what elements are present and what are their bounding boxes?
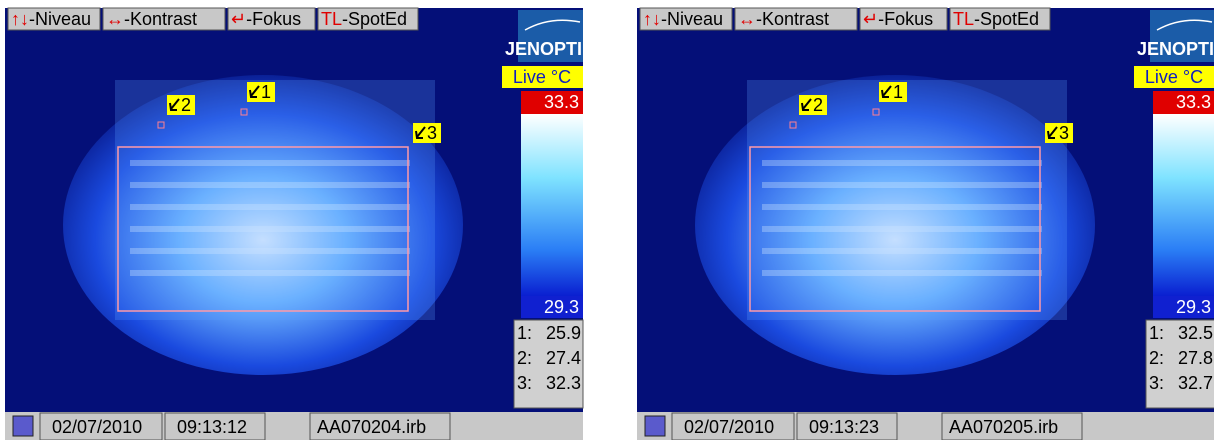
- marker-label: 1: [893, 82, 903, 102]
- save-icon: [13, 416, 33, 436]
- marker-label: 3: [1059, 123, 1069, 143]
- rack: [115, 80, 435, 320]
- rack-slot: [762, 160, 1042, 166]
- toolbar-action: -Kontrast: [124, 9, 197, 29]
- reading-label: 3:: [517, 373, 532, 393]
- rack-slot: [130, 160, 410, 166]
- toolbar-action: -Niveau: [29, 9, 91, 29]
- time: 09:13:12: [177, 417, 247, 437]
- file-name: AA070205.irb: [949, 417, 1058, 437]
- reading-label: 1:: [517, 323, 532, 343]
- date: 02/07/2010: [684, 417, 774, 437]
- rack-slot: [762, 204, 1042, 210]
- color-scale: [521, 114, 583, 296]
- toolbar-key: ↔: [106, 9, 124, 29]
- toolbar-label: TL-SpotEd: [953, 9, 1039, 29]
- marker-label: 1: [261, 82, 271, 102]
- toolbar-action: -Fokus: [878, 9, 933, 29]
- toolbar-label: ↔-Kontrast: [106, 9, 197, 29]
- toolbar-action: -Niveau: [661, 9, 723, 29]
- rack-slot: [762, 226, 1042, 232]
- rack-slot: [130, 204, 410, 210]
- date: 02/07/2010: [52, 417, 142, 437]
- reading-value: 32.7: [1178, 373, 1213, 393]
- reading-label: 3:: [1149, 373, 1164, 393]
- time: 09:13:23: [809, 417, 879, 437]
- toolbar-key: ↵: [863, 9, 878, 29]
- toolbar-key: TL: [321, 9, 342, 29]
- reading-value: 32.3: [546, 373, 581, 393]
- toolbar-action: -SpotEd: [974, 9, 1039, 29]
- toolbar-label: ↔-Kontrast: [738, 9, 829, 29]
- file-name: AA070204.irb: [317, 417, 426, 437]
- min-temp: 29.3: [1176, 297, 1211, 317]
- marker-label: 2: [181, 95, 191, 115]
- reading-value: 27.8: [1178, 348, 1213, 368]
- toolbar-label: ↑↓-Niveau: [643, 9, 723, 29]
- toolbar-action: -Fokus: [246, 9, 301, 29]
- toolbar-action: -SpotEd: [342, 9, 407, 29]
- toolbar-label: ↵-Fokus: [863, 9, 933, 29]
- reading-value: 32.5: [1178, 323, 1213, 343]
- rack-slot: [762, 248, 1042, 254]
- reading-value: 27.4: [546, 348, 581, 368]
- marker-label: 2: [813, 95, 823, 115]
- brand: JENOPTIK: [1137, 39, 1214, 59]
- toolbar-key: ↑↓: [11, 9, 29, 29]
- camera-screen: ↑↓-Niveau ↔-Kontrast ↵-Fokus TL-SpotEd JENOP…: [637, 8, 1214, 440]
- rack: [747, 80, 1067, 320]
- rack-slot: [762, 270, 1042, 276]
- reading-value: 25.9: [546, 323, 581, 343]
- toolbar-label: ↑↓-Niveau: [11, 9, 91, 29]
- max-temp: 33.3: [1176, 92, 1211, 112]
- camera-screen: ↑↓-Niveau ↔-Kontrast ↵-Fokus TL-SpotEd JENOP…: [5, 8, 595, 440]
- rack-slot: [130, 226, 410, 232]
- save-icon: [645, 416, 665, 436]
- brand: JENOPTIK: [505, 39, 595, 59]
- max-temp: 33.3: [544, 92, 579, 112]
- reading-label: 2:: [1149, 348, 1164, 368]
- reading-label: 1:: [1149, 323, 1164, 343]
- toolbar-key: ↑↓: [643, 9, 661, 29]
- color-scale: [1153, 114, 1214, 296]
- min-temp: 29.3: [544, 297, 579, 317]
- toolbar-action: -Kontrast: [756, 9, 829, 29]
- screens: ↑↓-Niveau↔-Kontrast↵-FokusTL-SpotEdJENOP…: [0, 0, 1214, 440]
- toolbar-label: TL-SpotEd: [321, 9, 407, 29]
- toolbar-key: ↵: [231, 9, 246, 29]
- mode: Live °C: [513, 67, 571, 87]
- toolbar-key: TL: [953, 9, 974, 29]
- reading-label: 2:: [517, 348, 532, 368]
- rack-slot: [762, 182, 1042, 188]
- mode: Live °C: [1145, 67, 1203, 87]
- rack-slot: [130, 270, 410, 276]
- rack-slot: [130, 248, 410, 254]
- toolbar-label: ↵-Fokus: [231, 9, 301, 29]
- rack-slot: [130, 182, 410, 188]
- marker-label: 3: [427, 123, 437, 143]
- toolbar-key: ↔: [738, 9, 756, 29]
